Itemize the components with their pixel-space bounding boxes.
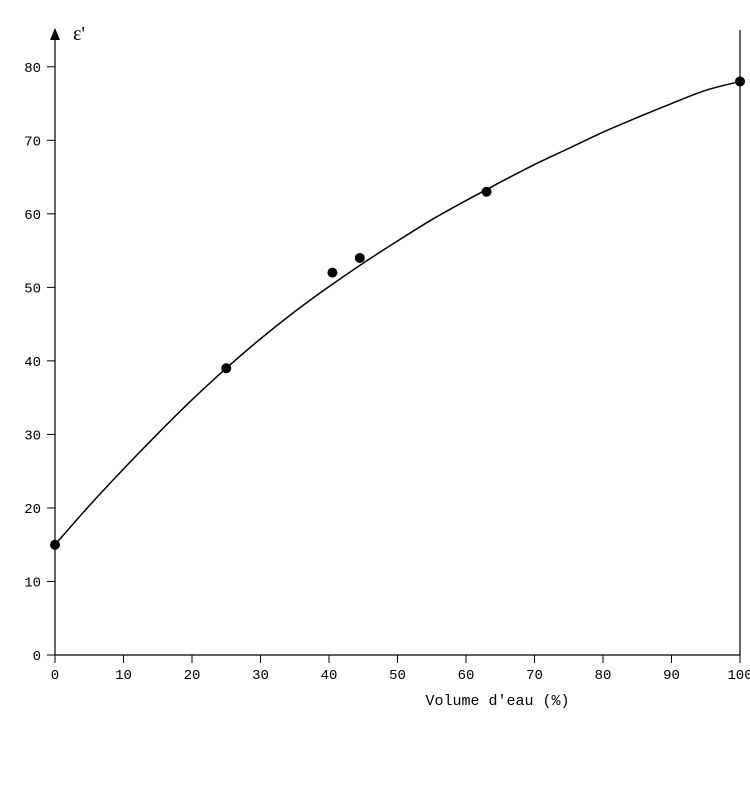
x-tick-label: 90 [663, 668, 680, 684]
x-tick-label: 40 [321, 668, 338, 684]
y-tick-label: 70 [24, 134, 41, 150]
chart-container: 0 10 20 30 40 50 60 70 80 90 100 0 10 20 30 40 50 60 70 80 ε… [0, 0, 750, 785]
x-tick-label: 60 [458, 668, 475, 684]
chart-svg: 0 10 20 30 40 50 60 70 80 90 100 0 10 20 30 40 50 60 70 80 ε… [0, 0, 750, 785]
y-tick-label: 50 [24, 281, 41, 297]
data-point [50, 540, 60, 550]
data-point [735, 76, 745, 86]
x-tick-label: 30 [252, 668, 269, 684]
y-axis-label: ε' [73, 23, 85, 45]
x-tick-label: 70 [526, 668, 543, 684]
y-tick-label: 80 [24, 61, 41, 77]
y-tick-label: 30 [24, 428, 41, 444]
x-tick-label: 0 [51, 668, 59, 684]
y-tick-label: 0 [33, 649, 41, 665]
x-tick-label: 20 [184, 668, 201, 684]
x-tick-label: 10 [115, 668, 132, 684]
data-point [355, 253, 365, 263]
y-tick-label: 40 [24, 355, 41, 371]
x-tick-label: 100 [727, 668, 750, 684]
y-tick-label: 20 [24, 502, 41, 518]
y-tick-label: 60 [24, 208, 41, 224]
x-tick-label: 50 [389, 668, 406, 684]
data-point [482, 187, 492, 197]
y-tick-label: 10 [24, 575, 41, 591]
x-tick-label: 80 [595, 668, 612, 684]
x-axis-label: Volume d'eau (%) [425, 693, 569, 710]
data-point [327, 268, 337, 278]
data-point [221, 363, 231, 373]
